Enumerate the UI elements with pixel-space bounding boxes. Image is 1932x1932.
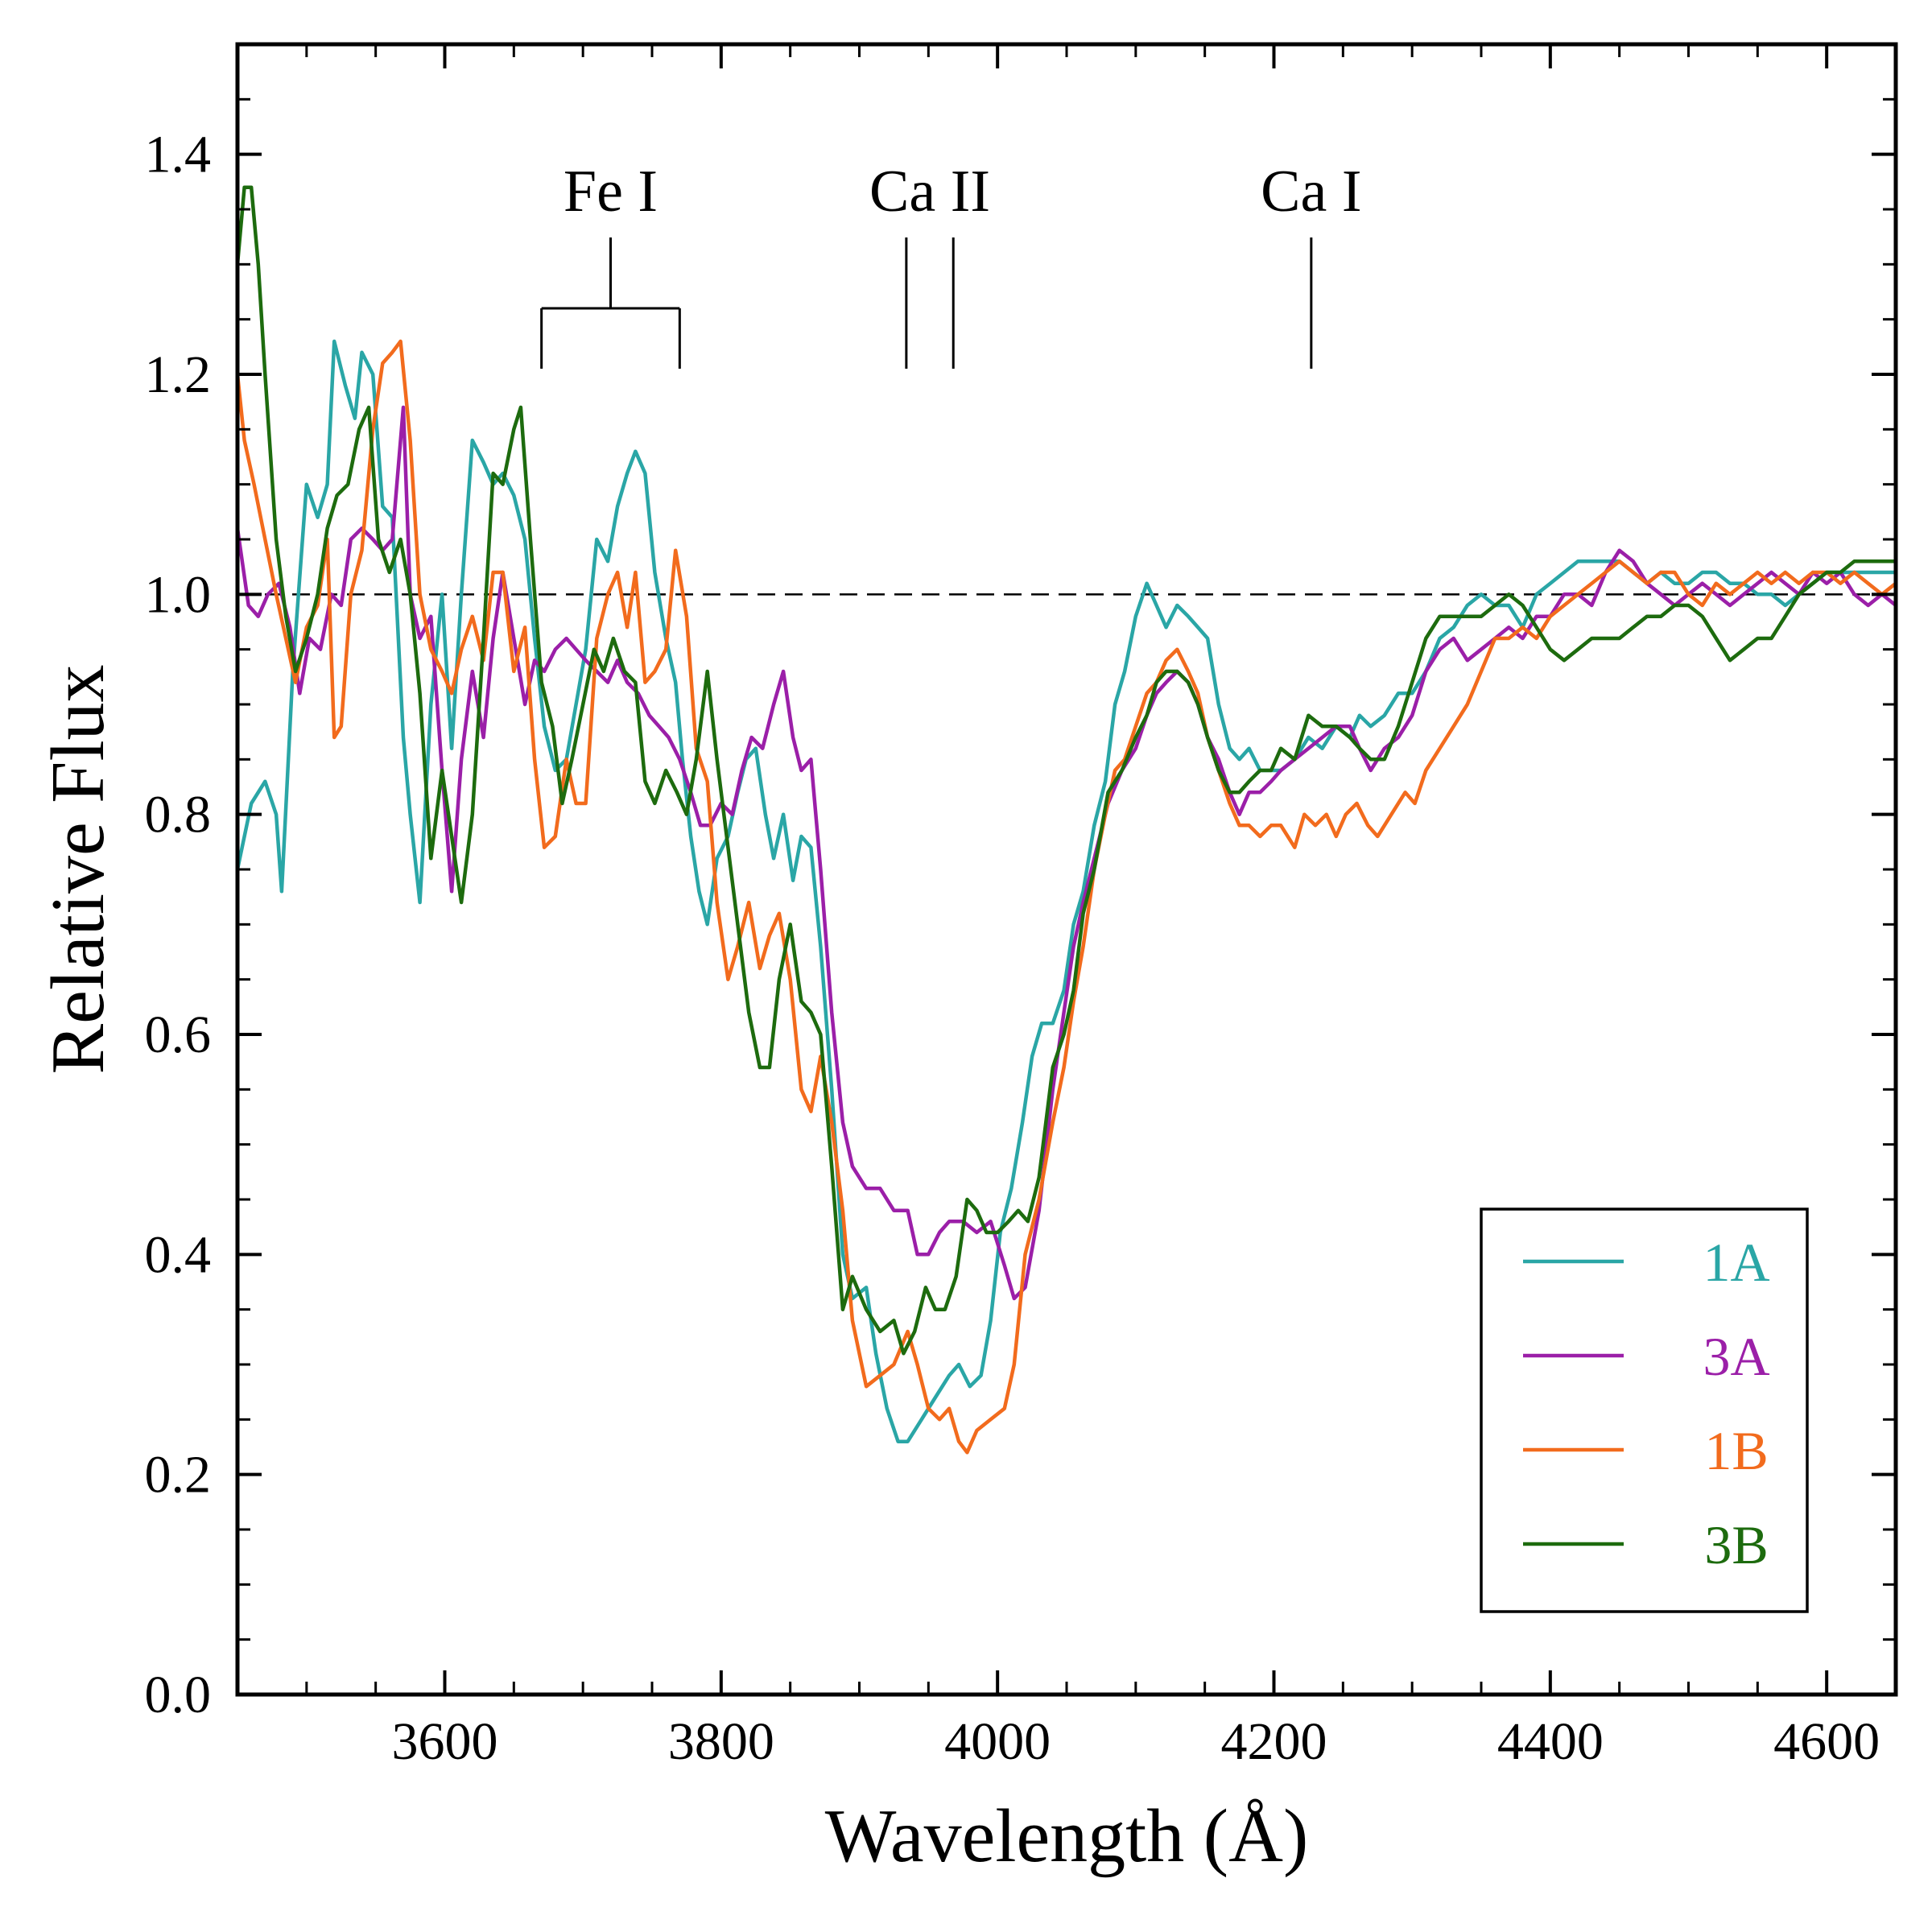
- line-annotation: Ca II: [869, 159, 990, 369]
- legend-label-3B: 3B: [1704, 1514, 1768, 1575]
- series-line-3B: [237, 185, 1896, 1356]
- series-line-1B: [237, 339, 1896, 1455]
- y-tick-label: 0.4: [145, 1225, 212, 1284]
- annotation-label: Ca I: [1261, 159, 1361, 225]
- y-axis-label: Relative Flux: [36, 664, 120, 1074]
- y-tick-label: 1.4: [145, 126, 212, 184]
- y-tick-label: 0.8: [145, 786, 212, 844]
- line-annotation-layer: Fe I Ca II Ca I: [540, 159, 1362, 369]
- axes: 3600 3800 4000 4200 4400 4600 0.0 0.2 0.4 0.6 0.8 1…: [145, 42, 1898, 1771]
- annotation-label: Ca II: [869, 159, 990, 225]
- annotation-label: Fe I: [564, 159, 658, 225]
- x-tick-label: 3800: [668, 1712, 774, 1771]
- line-annotation: Ca I: [1261, 159, 1362, 369]
- legend: 1A 3A 1B 3B: [1480, 1208, 1809, 1613]
- x-tick-label: 4400: [1497, 1712, 1604, 1771]
- series-layer: [237, 185, 1896, 1455]
- y-tick-label: 0.6: [145, 1005, 212, 1064]
- y-tick-label: 0.0: [145, 1666, 212, 1724]
- x-tick-label: 4000: [944, 1712, 1051, 1771]
- legend-label-3A: 3A: [1703, 1326, 1769, 1387]
- legend-label-1A: 1A: [1703, 1232, 1769, 1293]
- y-tick-label: 1.2: [145, 345, 212, 404]
- legend-label-1B: 1B: [1704, 1420, 1768, 1481]
- x-tick-label: 4600: [1773, 1712, 1880, 1771]
- x-tick-label: 4200: [1221, 1712, 1327, 1771]
- y-tick-label: 1.0: [145, 565, 212, 624]
- y-tick-label: 0.2: [145, 1446, 212, 1505]
- x-axis-label: Wavelength (Å): [825, 1794, 1309, 1878]
- series-line-1A: [237, 339, 1896, 1443]
- x-tick-label: 3600: [392, 1712, 498, 1771]
- line-annotation: Fe I: [540, 159, 681, 369]
